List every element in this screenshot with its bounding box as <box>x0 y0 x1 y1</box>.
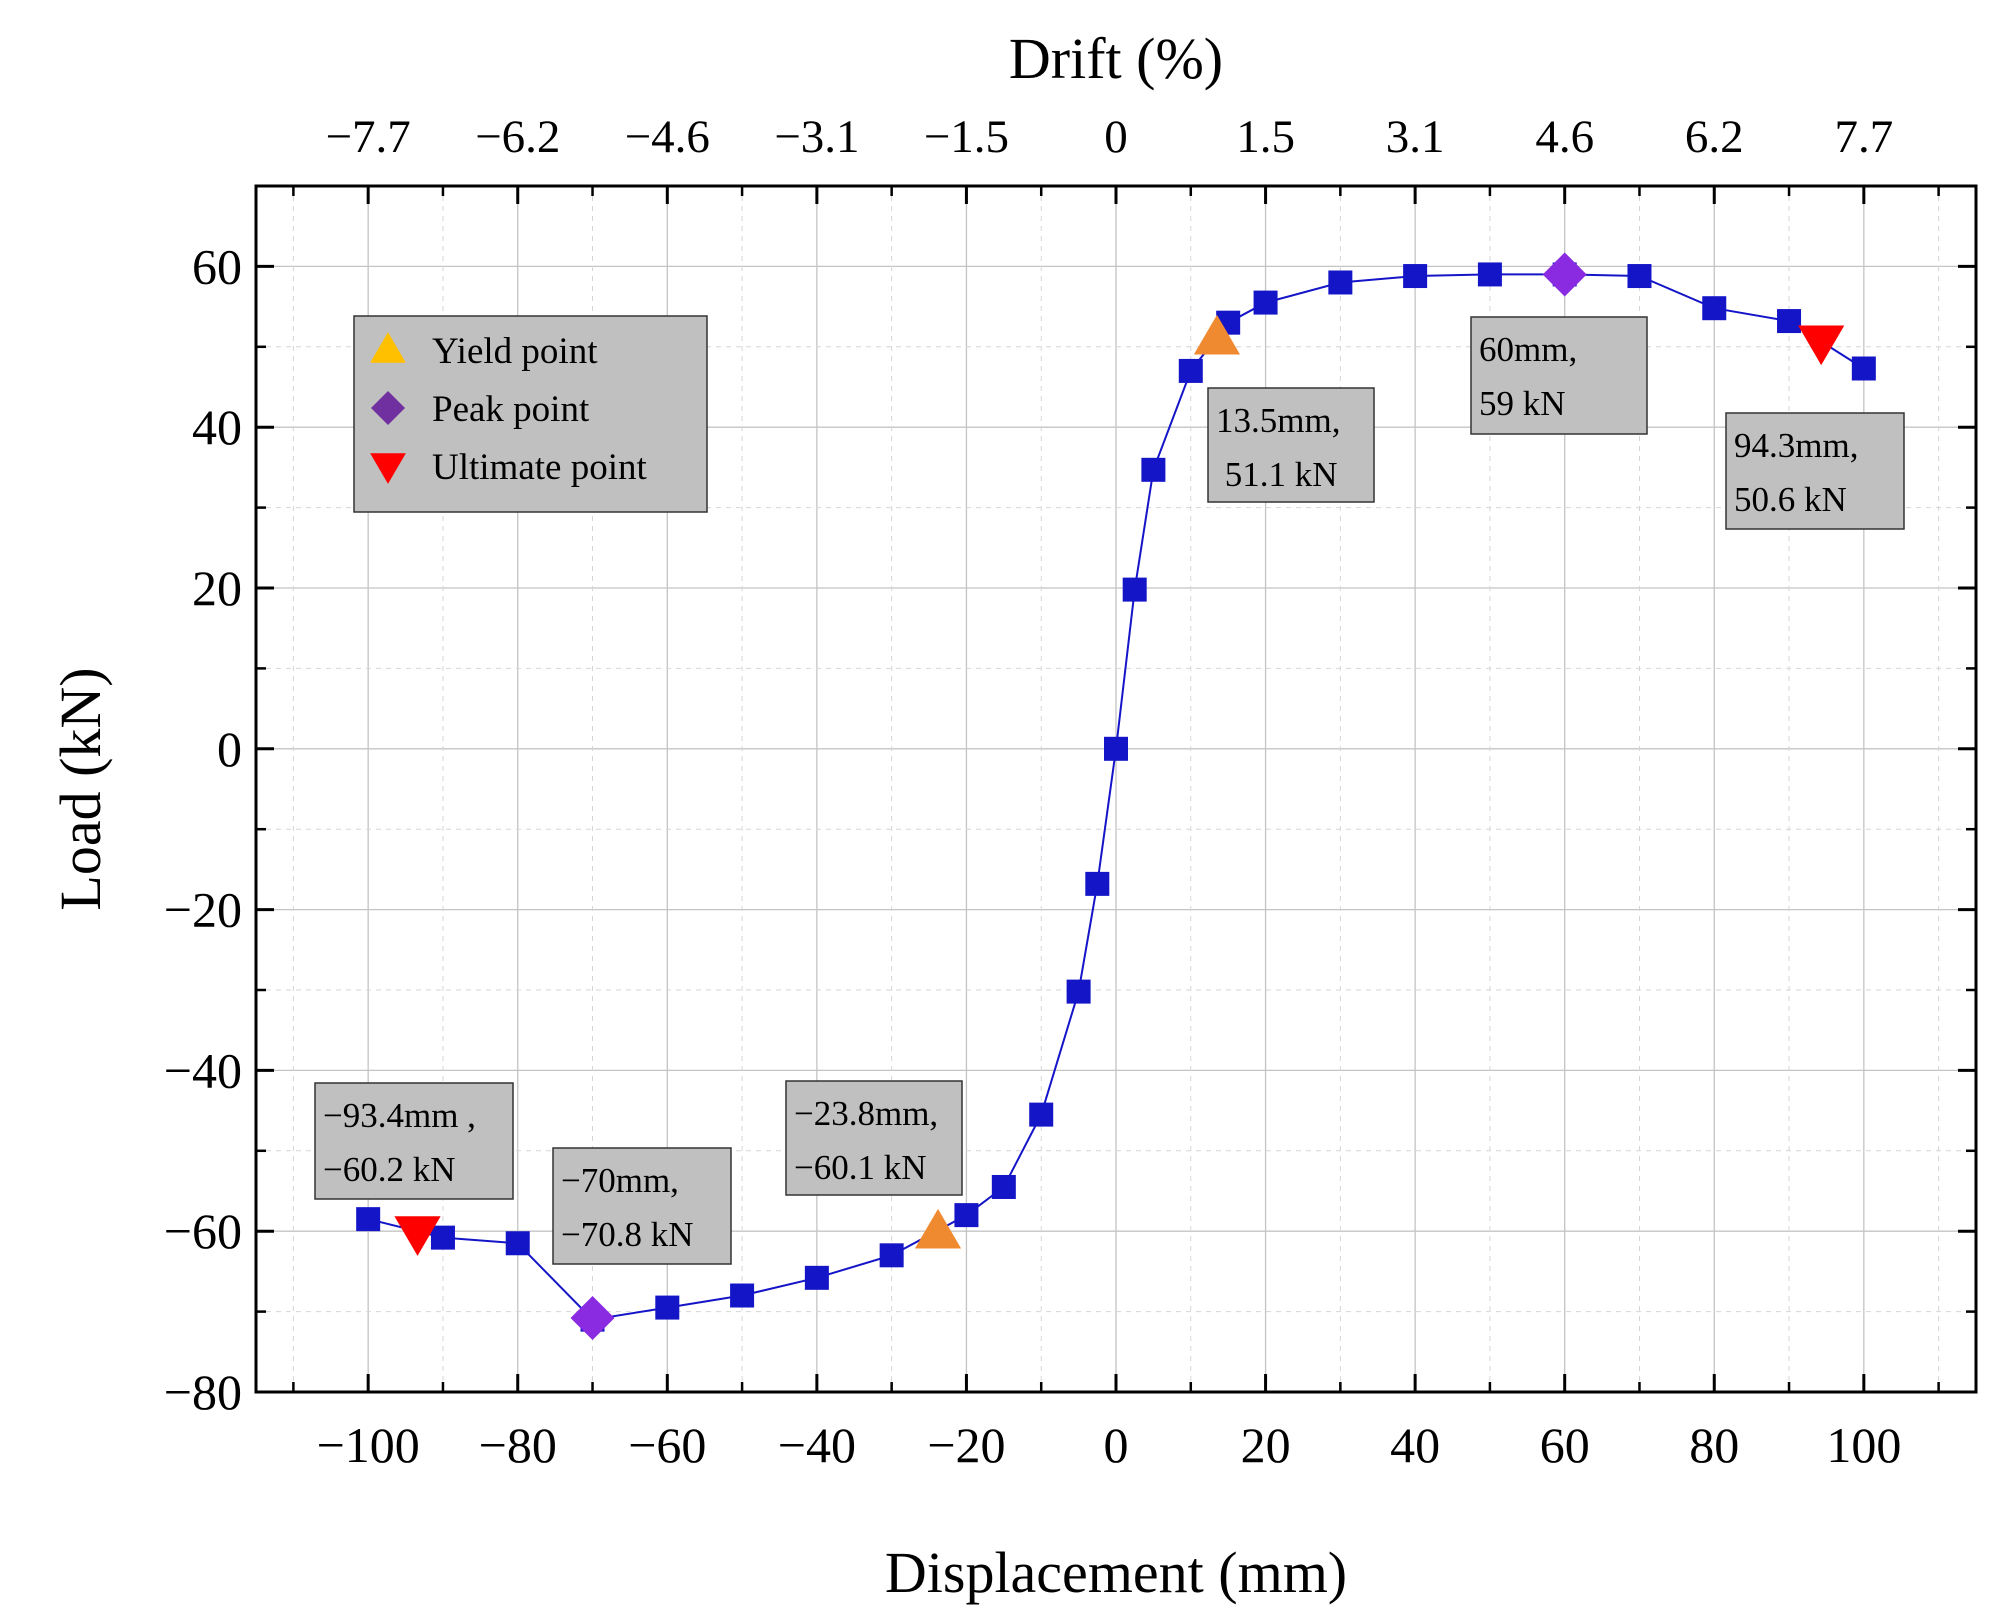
data-point <box>1104 736 1128 761</box>
x-tick-label: 40 <box>1390 1417 1440 1473</box>
annotation-text: −60.2 kN <box>323 1150 456 1189</box>
x-axis-title: Displacement (mm) <box>885 1540 1347 1605</box>
data-point <box>356 1207 381 1232</box>
yield-point-marker <box>1193 314 1241 355</box>
x-tick-label: −80 <box>479 1417 557 1473</box>
top-tick-label: 3.1 <box>1386 111 1445 163</box>
special-points <box>394 252 1845 1341</box>
y-tick-label: −80 <box>164 1364 242 1420</box>
data-point <box>991 1174 1016 1199</box>
data-point <box>1141 457 1166 482</box>
legend-box <box>353 315 708 513</box>
legend: Yield point Peak point Ultimate point <box>353 315 708 513</box>
x-tick-label: −20 <box>927 1417 1005 1473</box>
x-tick-label: −100 <box>317 1417 420 1473</box>
annotation-box <box>552 1147 732 1265</box>
axis-ticks: −100 −80 −60 −40 −20 0 20 40 60 80 100 −7.7 −6.2 −4.6… <box>164 111 1976 1473</box>
x-tick-label: −40 <box>778 1417 856 1473</box>
y-tick-label: 40 <box>192 399 242 455</box>
top-tick-label: 6.2 <box>1685 111 1744 163</box>
annotation-box <box>1725 412 1905 530</box>
annotation-text: −70mm, <box>561 1161 679 1200</box>
annotation-text: −93.4mm , <box>323 1096 476 1135</box>
data-point <box>1029 1102 1054 1127</box>
top-axis-title: Drift (%) <box>1009 26 1223 91</box>
data-point <box>954 1203 979 1228</box>
data-point <box>1403 264 1428 289</box>
annotation-box <box>785 1080 963 1196</box>
top-tick-label: 7.7 <box>1834 111 1893 163</box>
data-point <box>655 1295 680 1320</box>
top-tick-label: −6.2 <box>475 111 560 163</box>
series-skeleton-curve <box>356 262 1876 1332</box>
legend-label: Ultimate point <box>432 447 647 488</box>
legend-marker-triangle-up <box>370 332 406 363</box>
legend-label: Peak point <box>432 389 590 430</box>
top-tick-label: −7.7 <box>326 111 411 163</box>
data-point <box>430 1225 455 1250</box>
annotation-box <box>1207 387 1375 503</box>
annotation-box <box>1470 316 1648 435</box>
peak-point-marker <box>1542 252 1587 297</box>
x-tick-label: 80 <box>1689 1417 1739 1473</box>
top-tick-label: −4.6 <box>625 111 710 163</box>
y-axis-title: Load (kN) <box>48 667 113 910</box>
y-tick-label: −60 <box>164 1203 242 1259</box>
annotation-text: 60mm, <box>1479 330 1577 369</box>
y-tick-label: 60 <box>192 238 242 294</box>
data-point <box>1777 309 1802 334</box>
ultimate-point-marker <box>1798 325 1845 366</box>
yield-point-marker <box>914 1208 962 1249</box>
data-point <box>1851 356 1876 381</box>
data-point <box>804 1265 829 1290</box>
annotation-text: 50.6 kN <box>1734 480 1847 519</box>
legend-marker-diamond <box>371 391 405 425</box>
y-tick-label: 0 <box>217 721 242 777</box>
y-tick-label: −20 <box>164 882 242 938</box>
data-point <box>1178 358 1203 383</box>
legend-label: Yield point <box>432 331 598 372</box>
annotation-text: 51.1 kN <box>1216 455 1338 494</box>
annotation-text: −70.8 kN <box>561 1215 694 1254</box>
top-tick-label: 4.6 <box>1535 111 1594 163</box>
top-tick-label: −1.5 <box>924 111 1009 163</box>
peak-point-marker <box>570 1296 615 1341</box>
x-tick-label: 60 <box>1540 1417 1590 1473</box>
y-tick-label: 20 <box>192 560 242 616</box>
y-tick-label: −40 <box>164 1042 242 1098</box>
annotation-text: 13.5mm, <box>1216 401 1340 440</box>
annotation-text: 59 kN <box>1479 384 1566 423</box>
data-point <box>1253 290 1278 315</box>
data-point <box>730 1283 755 1308</box>
top-tick-label: 0 <box>1104 111 1128 163</box>
data-point <box>879 1243 904 1268</box>
annotation-text: −60.1 kN <box>794 1148 927 1187</box>
data-point <box>1627 264 1652 289</box>
data-point <box>1328 270 1353 295</box>
data-point <box>1066 979 1091 1004</box>
data-point <box>1702 296 1727 321</box>
annotation-box <box>314 1082 514 1200</box>
x-tick-label: 0 <box>1104 1417 1129 1473</box>
data-point <box>1122 577 1147 602</box>
x-tick-label: 20 <box>1241 1417 1291 1473</box>
x-tick-label: −60 <box>628 1417 706 1473</box>
annotations: 13.5mm, 51.1 kN −23.8mm, −60.1 kN 60mm, 59 k… <box>314 316 1905 1265</box>
legend-marker-triangle-down <box>370 453 406 484</box>
annotation-text: −23.8mm, <box>794 1094 938 1133</box>
data-point <box>1085 871 1110 896</box>
data-point <box>505 1231 530 1256</box>
data-point <box>1477 262 1502 287</box>
top-tick-label: −3.1 <box>774 111 859 163</box>
x-tick-label: 100 <box>1826 1417 1901 1473</box>
top-tick-label: 1.5 <box>1236 111 1295 163</box>
ultimate-point-marker <box>394 1216 441 1256</box>
annotation-text: 94.3mm, <box>1734 426 1858 465</box>
